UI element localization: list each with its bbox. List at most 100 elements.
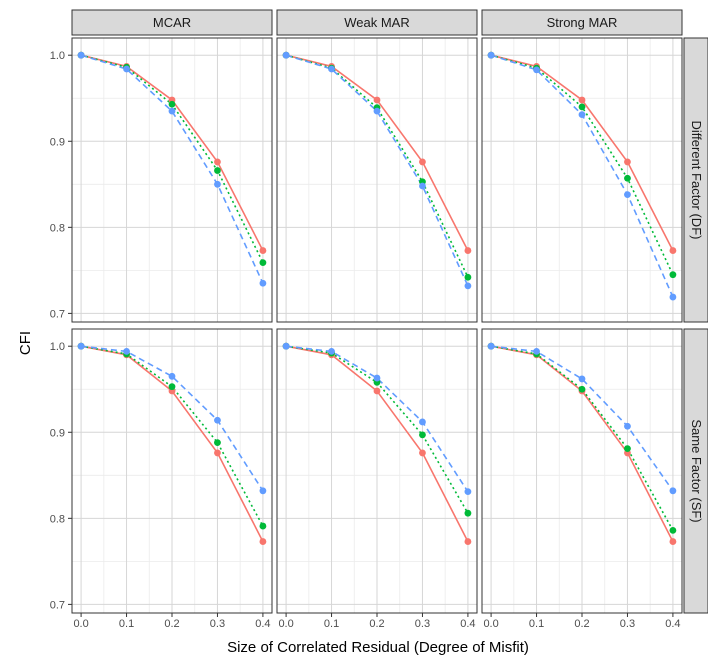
x-axis: 0.0 0.1 0.2 0.3 0.4 0.0 0.1 0.2 0.3 0.4 0.0 0.1 0.2 0… xyxy=(73,613,680,630)
data-point xyxy=(214,159,221,166)
data-point xyxy=(419,159,426,166)
x-tick-label: 0.0 xyxy=(73,618,88,630)
panel xyxy=(277,329,477,613)
data-point xyxy=(579,111,586,118)
data-point xyxy=(419,419,426,426)
y-tick-label: 1.0 xyxy=(50,50,65,62)
y-tick-label: 0.8 xyxy=(50,222,65,234)
panel xyxy=(482,38,682,322)
x-tick-label: 0.3 xyxy=(210,618,225,630)
y-tick-label: 0.7 xyxy=(50,308,65,320)
data-point xyxy=(419,183,426,190)
data-point xyxy=(465,282,472,289)
column-strip-label: MCAR xyxy=(153,15,191,30)
data-point xyxy=(419,431,426,438)
row-strip-label: Same Factor (SF) xyxy=(689,419,704,522)
data-point xyxy=(169,383,176,390)
data-point xyxy=(328,66,335,73)
row-strips: Different Factor (DF) Same Factor (SF) xyxy=(684,38,708,613)
data-point xyxy=(78,52,85,59)
data-point xyxy=(624,423,631,430)
data-point xyxy=(169,373,176,380)
y-axis: 0.7 0.8 0.9 1.0 0.7 0.8 0.9 1.0 xyxy=(50,50,72,611)
data-point xyxy=(465,488,472,495)
data-point xyxy=(283,343,290,350)
data-point xyxy=(579,97,586,104)
data-point xyxy=(374,375,381,382)
data-point xyxy=(374,97,381,104)
panel xyxy=(72,329,272,613)
data-point xyxy=(670,271,677,278)
data-point xyxy=(624,159,631,166)
y-tick-label: 0.9 xyxy=(50,427,65,439)
data-point xyxy=(123,66,130,73)
data-point xyxy=(169,108,176,115)
data-point xyxy=(624,445,631,452)
x-tick-label: 0.1 xyxy=(529,618,544,630)
data-point xyxy=(488,52,495,59)
x-tick-label: 0.1 xyxy=(324,618,339,630)
x-axis-title: Size of Correlated Residual (Degree of M… xyxy=(227,639,529,656)
panels xyxy=(72,38,682,613)
data-point xyxy=(214,439,221,446)
data-point xyxy=(214,417,221,424)
data-point xyxy=(260,259,267,266)
y-tick-label: 0.9 xyxy=(50,136,65,148)
data-point xyxy=(214,167,221,174)
data-point xyxy=(579,103,586,110)
data-point xyxy=(123,348,130,355)
x-tick-label: 0.4 xyxy=(255,618,270,630)
x-tick-label: 0.3 xyxy=(415,618,430,630)
data-point xyxy=(260,487,267,494)
data-point xyxy=(328,348,335,355)
data-point xyxy=(533,66,540,73)
y-axis-title: CFI xyxy=(17,331,34,355)
data-point xyxy=(465,274,472,281)
x-tick-label: 0.4 xyxy=(460,618,475,630)
data-point xyxy=(214,181,221,188)
data-point xyxy=(670,527,677,534)
x-tick-label: 0.0 xyxy=(278,618,293,630)
x-tick-label: 0.1 xyxy=(119,618,134,630)
x-tick-label: 0.0 xyxy=(483,618,498,630)
data-point xyxy=(283,52,290,59)
data-point xyxy=(374,108,381,115)
x-tick-label: 0.2 xyxy=(574,618,589,630)
data-point xyxy=(260,280,267,287)
y-tick-label: 1.0 xyxy=(50,341,65,353)
data-point xyxy=(670,247,677,254)
x-tick-label: 0.3 xyxy=(620,618,635,630)
column-strip-label: Weak MAR xyxy=(344,15,410,30)
data-point xyxy=(579,376,586,383)
panel xyxy=(277,38,477,322)
column-strip-label: Strong MAR xyxy=(547,15,618,30)
y-tick-label: 0.8 xyxy=(50,513,65,525)
column-strips: MCAR Weak MAR Strong MAR xyxy=(72,10,682,35)
data-point xyxy=(488,343,495,350)
data-point xyxy=(260,538,267,545)
data-point xyxy=(78,343,85,350)
data-point xyxy=(533,348,540,355)
data-point xyxy=(579,386,586,393)
data-point xyxy=(465,247,472,254)
data-point xyxy=(624,175,631,182)
data-point xyxy=(260,247,267,254)
data-point xyxy=(624,191,631,198)
panel xyxy=(72,38,272,322)
x-tick-label: 0.2 xyxy=(369,618,384,630)
data-point xyxy=(169,101,176,108)
data-point xyxy=(465,510,472,517)
data-point xyxy=(465,538,472,545)
panel xyxy=(482,329,682,613)
data-point xyxy=(214,450,221,457)
x-tick-label: 0.4 xyxy=(665,618,680,630)
data-point xyxy=(419,450,426,457)
x-tick-label: 0.2 xyxy=(164,618,179,630)
row-strip-label: Different Factor (DF) xyxy=(689,121,704,240)
data-point xyxy=(260,523,267,530)
data-point xyxy=(670,538,677,545)
data-point xyxy=(670,487,677,494)
y-tick-label: 0.7 xyxy=(50,599,65,611)
data-point xyxy=(670,294,677,301)
